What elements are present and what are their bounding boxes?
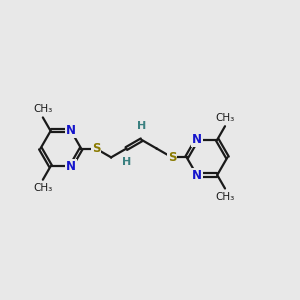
Text: N: N [66,124,76,137]
Text: H: H [122,157,131,167]
Text: CH₃: CH₃ [215,113,235,123]
Text: S: S [92,142,100,155]
Text: CH₃: CH₃ [33,104,52,114]
Text: N: N [192,169,202,182]
Text: N: N [192,133,202,146]
Text: N: N [66,160,76,173]
Text: H: H [137,121,146,131]
Text: S: S [168,151,176,164]
Text: CH₃: CH₃ [33,183,52,193]
Text: CH₃: CH₃ [215,192,235,202]
